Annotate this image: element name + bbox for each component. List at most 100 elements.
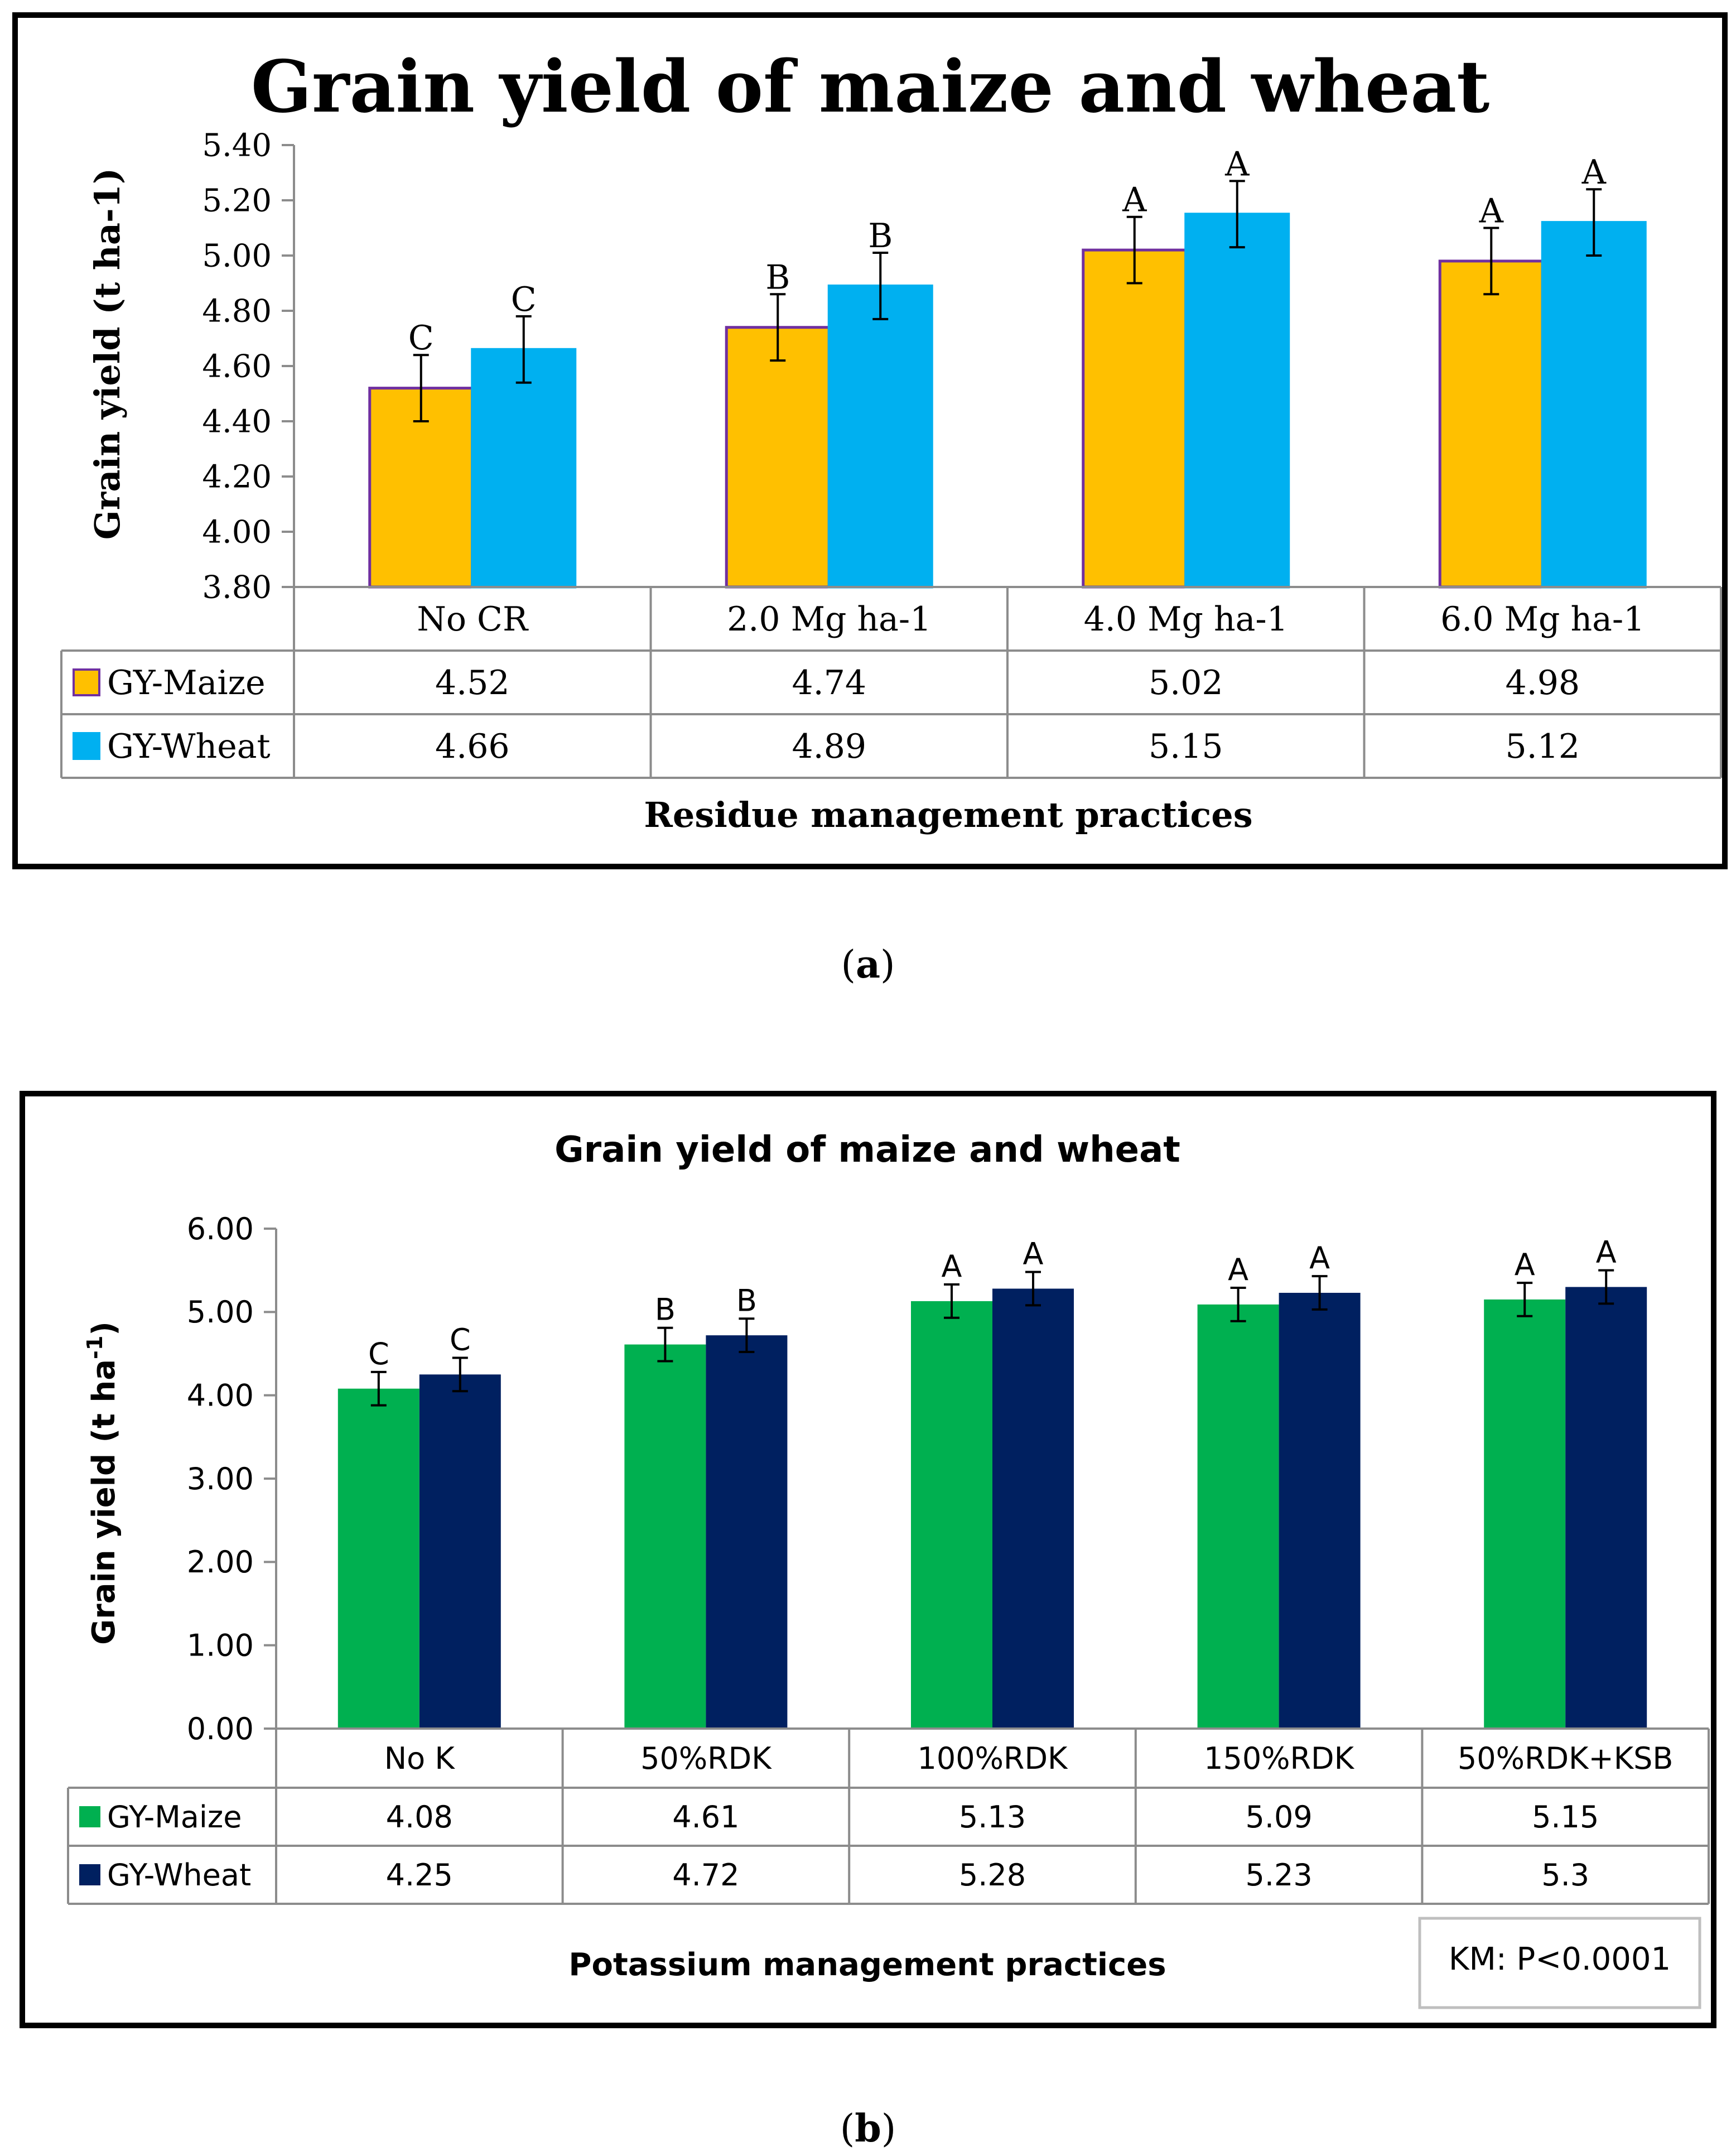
b-significance-letter: B (736, 1283, 757, 1318)
a-y-tick-label: 4.00 (202, 514, 272, 551)
panel-a-x-axis-title: Residue management practices (644, 795, 1252, 835)
a-y-tick-label: 5.20 (202, 183, 272, 219)
a-y-tick-label: 4.60 (202, 349, 272, 385)
a-table-value: 4.52 (435, 663, 510, 702)
b-y-tick-label: 2.00 (187, 1544, 254, 1580)
a-y-tick-label: 4.40 (202, 404, 272, 440)
b-significance-letter: A (942, 1249, 962, 1284)
a-category-label: 2.0 Mg ha-1 (727, 600, 931, 639)
b-significance-letter: A (1515, 1247, 1535, 1282)
b-category-label: 50%RDK+KSB (1458, 1741, 1674, 1776)
a-category-label: 6.0 Mg ha-1 (1440, 600, 1645, 639)
b-legend-label: GY-Maize (107, 1799, 242, 1835)
panel-b-title: Grain yield of maize and wheat (554, 1129, 1180, 1171)
b-bar-maize (337, 1388, 419, 1729)
b-legend-label: GY-Wheat (107, 1857, 251, 1893)
a-table-value: 4.89 (792, 727, 866, 766)
b-y-tick-label: 3.00 (187, 1461, 254, 1496)
panel-a-bars: C C B B A A A A (368, 145, 1647, 589)
b-bar-wheat (1565, 1287, 1647, 1729)
a-significance-letter: A (1224, 145, 1250, 184)
a-category-label: 4.0 Mg ha-1 (1084, 600, 1288, 639)
panel-b-y-axis-title-end: ) (86, 1321, 122, 1336)
b-category-label: No K (384, 1741, 456, 1776)
panel-a-caption-close: ) (880, 943, 895, 987)
panel-a-y-axis: 3.80 4.00 4.20 4.40 4.60 4.80 5.00 5.20 5.40 (202, 128, 295, 606)
panel-a-chart: Grain yield of maize and wheat Grain yie… (12, 12, 1728, 869)
a-bar-wheat (1184, 213, 1290, 589)
a-bar-maize (1082, 248, 1188, 589)
b-category-label: 100%RDK (918, 1741, 1068, 1776)
panel-b-x-axis-title: Potassium management practices (568, 1947, 1166, 1983)
panel-b-y-axis: 0.00 1.00 2.00 3.00 4.00 5.00 6.00 (187, 1211, 277, 1746)
a-table-value: 5.02 (1149, 663, 1223, 702)
a-table-value: 4.98 (1505, 663, 1580, 702)
a-bar-maize (725, 326, 831, 589)
a-y-tick-label: 3.80 (202, 570, 272, 606)
b-legend-key-wheat (79, 1864, 100, 1885)
b-table-value: 4.08 (386, 1799, 453, 1835)
b-bar-wheat (1279, 1292, 1361, 1729)
panel-b-caption-letter: b (855, 2106, 881, 2151)
a-significance-letter: C (408, 319, 434, 358)
panel-b-y-axis-title: Grain yield (t ha-1) (83, 1321, 122, 1645)
b-significance-letter: B (655, 1292, 676, 1327)
panel-a-caption-open: ( (841, 943, 856, 987)
a-table-value: 5.12 (1505, 727, 1580, 766)
a-significance-letter: A (1122, 181, 1147, 220)
b-table-value: 5.09 (1245, 1799, 1312, 1835)
b-table-value: 5.15 (1532, 1799, 1599, 1835)
panel-a-caption-letter: a (856, 942, 880, 987)
b-significance-letter: C (368, 1336, 389, 1371)
b-bar-maize (911, 1301, 992, 1729)
b-y-tick-label: 5.00 (187, 1294, 254, 1330)
b-significance-letter: A (1309, 1240, 1330, 1276)
b-y-tick-label: 6.00 (187, 1211, 254, 1247)
panel-a-y-axis-title: Grain yield (t ha-1) (87, 168, 128, 540)
b-bar-maize (1197, 1304, 1279, 1729)
b-y-tick-label: 1.00 (187, 1628, 254, 1663)
panel-b-y-axis-title-main: Grain yield (t ha (86, 1359, 122, 1645)
b-table-value: 5.28 (959, 1857, 1026, 1893)
b-table-value: 5.3 (1541, 1857, 1589, 1893)
panel-b-caption-open: ( (840, 2107, 855, 2151)
b-category-label: 150%RDK (1204, 1741, 1354, 1776)
b-significance-letter: A (1228, 1252, 1248, 1287)
panel-a-data-table: No CR 2.0 Mg ha-1 4.0 Mg ha-1 6.0 Mg ha-1 GY… (60, 586, 1722, 779)
a-legend-label: GY-Wheat (107, 727, 271, 766)
a-table-value: 4.66 (435, 727, 510, 766)
panel-b-frame (20, 1091, 1716, 2028)
panel-b-caption: ( b ) (840, 2106, 896, 2151)
b-significance-letter: A (1596, 1235, 1617, 1270)
b-bar-wheat (706, 1335, 788, 1729)
significance-box (1418, 1917, 1701, 2009)
a-legend-key-maize (73, 668, 100, 696)
b-bar-maize (1484, 1299, 1566, 1729)
a-legend-key-wheat (73, 732, 100, 760)
b-significance-letter: C (450, 1322, 471, 1357)
a-bar-wheat (1541, 221, 1647, 589)
b-y-tick-label: 4.00 (187, 1378, 254, 1413)
a-y-tick-label: 4.80 (202, 293, 272, 330)
panel-b-chart: Grain yield of maize and wheat Grain yie… (20, 1091, 1716, 2028)
a-y-tick-label: 4.20 (202, 459, 272, 495)
a-bar-wheat (471, 348, 577, 589)
panel-b-bars: C C B B A A A A A A (337, 1235, 1647, 1729)
a-significance-letter: A (1581, 153, 1607, 192)
panel-a-caption: ( a ) (841, 942, 895, 987)
a-table-value: 4.74 (792, 663, 866, 702)
panel-b-data-table: No K 50%RDK 100%RDK 150%RDK 50%RDK+KSB GY-Mai… (67, 1727, 1710, 1905)
a-significance-letter: B (765, 258, 790, 297)
a-table-value: 5.15 (1149, 727, 1223, 766)
a-bar-maize (1438, 259, 1544, 589)
a-significance-letter: A (1479, 192, 1504, 231)
b-bar-wheat (419, 1374, 501, 1729)
a-category-label: No CR (417, 600, 529, 639)
a-significance-letter: B (868, 216, 893, 256)
b-table-value: 5.13 (959, 1799, 1026, 1835)
b-table-value: 5.23 (1245, 1857, 1312, 1893)
b-legend-key-maize (79, 1806, 100, 1827)
significance-annotation: KM: P<0.0001 (1449, 1941, 1671, 1977)
panel-b-y-axis-title-sup: -1 (83, 1336, 107, 1359)
